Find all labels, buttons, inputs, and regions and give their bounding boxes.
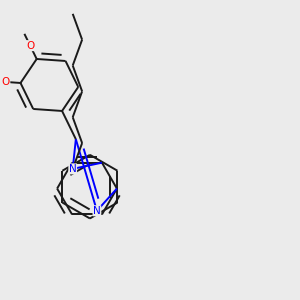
Text: O: O (2, 77, 10, 87)
Text: N: N (69, 164, 76, 174)
Text: O: O (26, 40, 34, 51)
Text: N: N (93, 206, 101, 216)
